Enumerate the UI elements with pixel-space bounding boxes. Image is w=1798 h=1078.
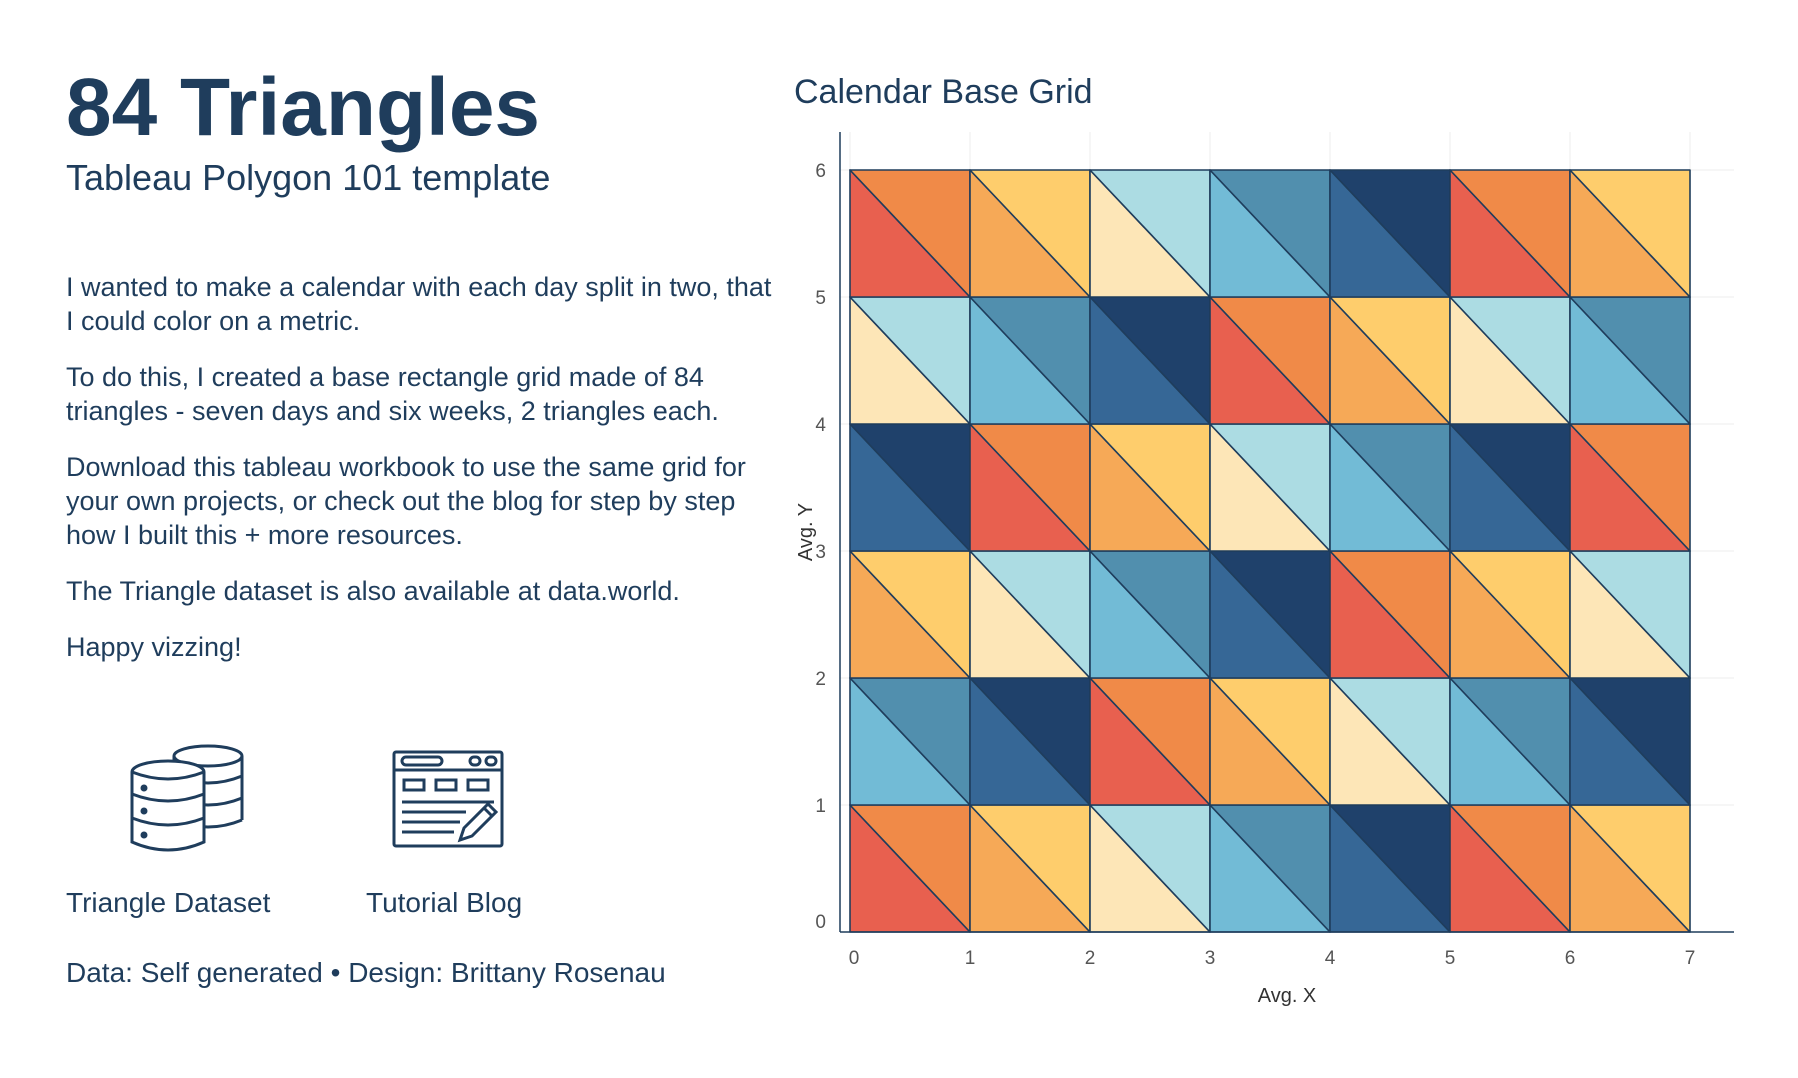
description: I wanted to make a calendar with each da… xyxy=(66,270,786,664)
blog-tutorial-icon[interactable] xyxy=(390,748,506,852)
credit-line: Data: Self generated • Design: Brittany … xyxy=(66,957,666,988)
paragraph-5: Happy vizzing! xyxy=(66,632,242,662)
x-tick-label: 1 xyxy=(965,948,976,969)
chart-title: Calendar Base Grid xyxy=(794,73,1093,111)
x-tick-labels: 0 1 2 3 4 5 6 7 xyxy=(849,948,1696,969)
y-tick-labels: 0 1 2 3 4 5 6 xyxy=(815,161,826,933)
paragraph-1: I wanted to make a calendar with each da… xyxy=(66,272,772,336)
calendar-grid-chart: 0 1 2 3 4 5 6 7 0 1 2 3 4 5 6 Avg. X Avg. Y xyxy=(795,132,1734,1007)
triangle-cells xyxy=(849,169,1691,933)
page-title: 84 Triangles xyxy=(66,62,541,153)
y-tick-label: 6 xyxy=(815,161,826,182)
triangle-dataset-link[interactable]: Triangle Dataset xyxy=(66,887,271,918)
database-icon[interactable] xyxy=(126,742,246,858)
x-axis-label: Avg. X xyxy=(1258,985,1317,1007)
y-tick-label: 1 xyxy=(815,796,826,817)
x-tick-label: 5 xyxy=(1445,948,1456,969)
y-tick-label: 0 xyxy=(815,912,826,933)
y-tick-label: 4 xyxy=(815,415,826,436)
tutorial-blog-link[interactable]: Tutorial Blog xyxy=(366,887,523,918)
page-subtitle: Tableau Polygon 101 template xyxy=(66,157,551,198)
paragraph-4: The Triangle dataset is also available a… xyxy=(66,576,680,606)
axes xyxy=(839,132,1734,933)
y-tick-label: 2 xyxy=(815,669,826,690)
paragraph-3: Download this tableau workbook to use th… xyxy=(66,452,746,550)
x-tick-label: 2 xyxy=(1085,948,1096,969)
x-tick-label: 3 xyxy=(1205,948,1216,969)
paragraph-2: To do this, I created a base rectangle g… xyxy=(66,362,719,426)
y-tick-label: 5 xyxy=(815,288,826,309)
y-tick-label: 3 xyxy=(815,542,826,563)
triangle-upper xyxy=(1569,169,1691,298)
x-tick-label: 0 xyxy=(849,948,860,969)
intro-panel: 84 Triangles Tableau Polygon 101 templat… xyxy=(66,62,786,686)
y-axis-label: Avg. Y xyxy=(795,503,817,561)
x-tick-label: 7 xyxy=(1685,948,1696,969)
x-tick-label: 4 xyxy=(1325,948,1336,969)
x-tick-label: 6 xyxy=(1565,948,1576,969)
